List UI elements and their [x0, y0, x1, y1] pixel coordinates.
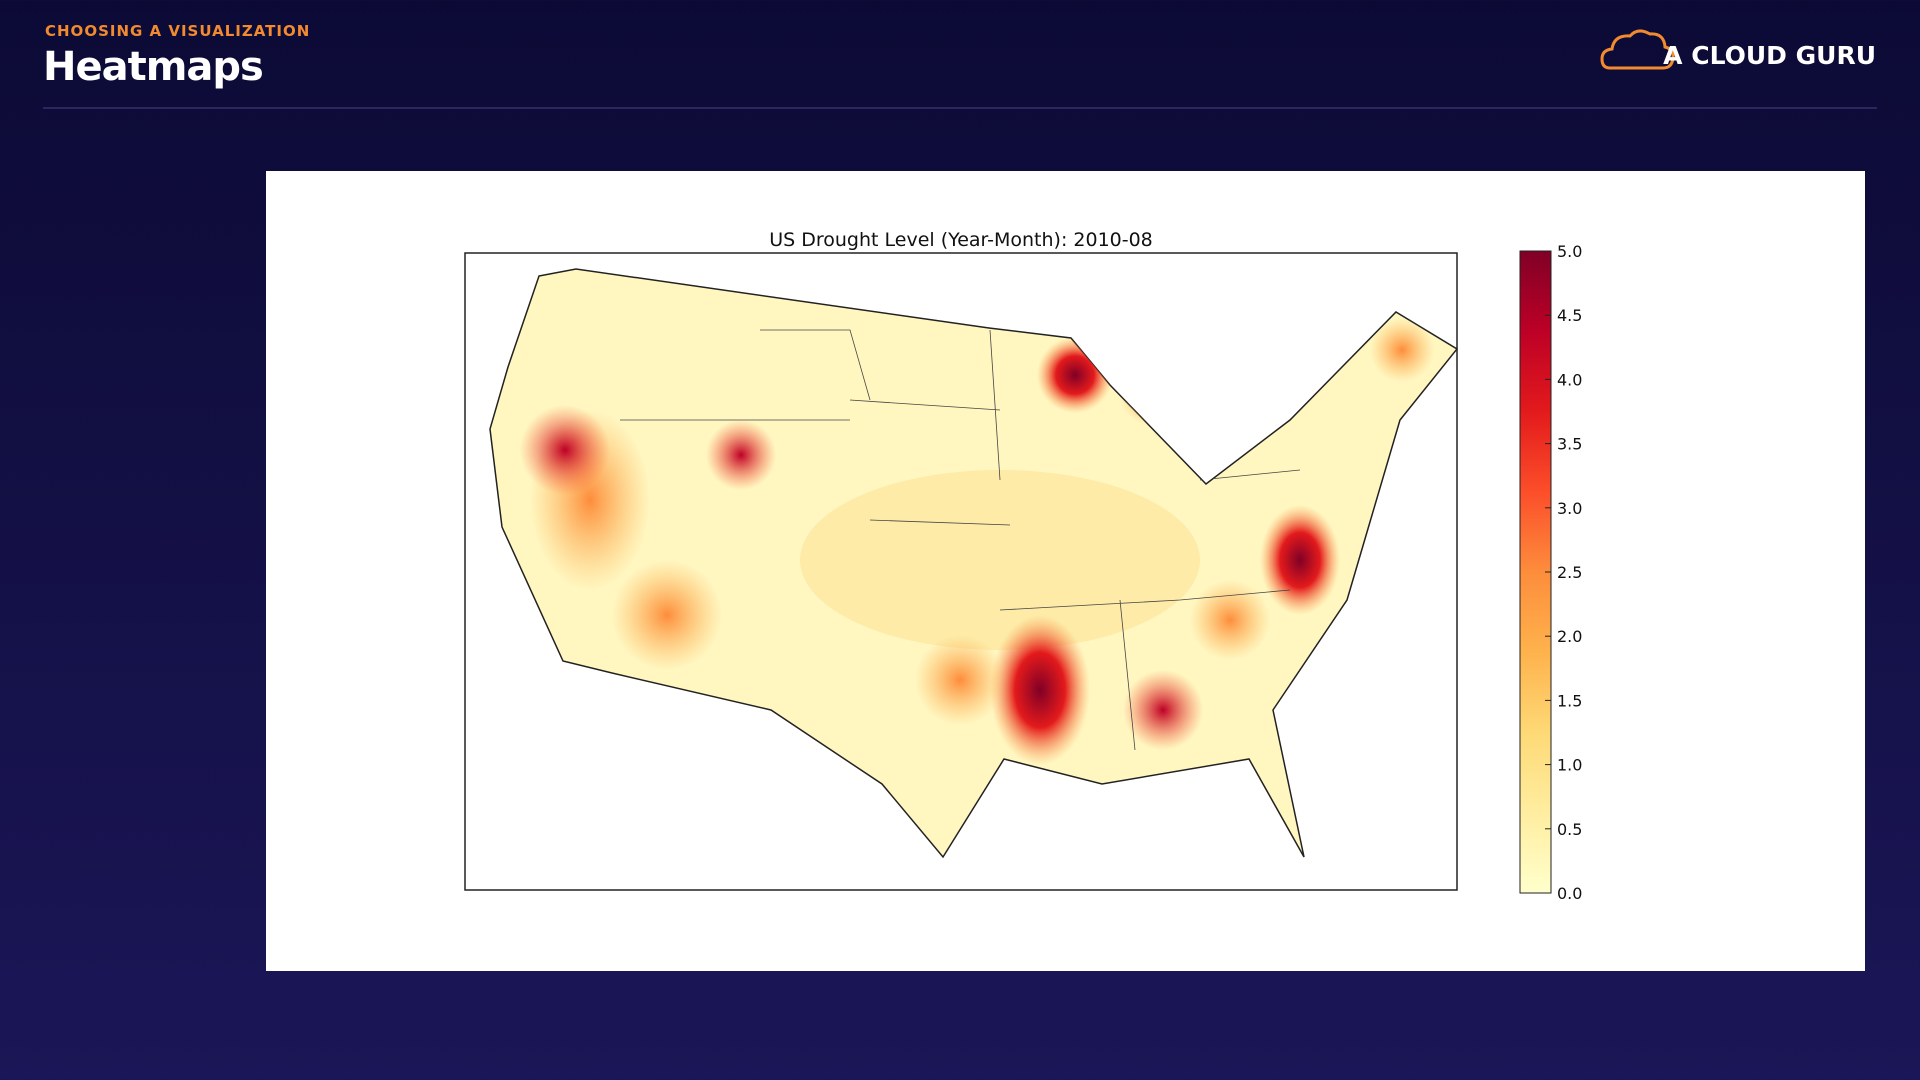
heat-blob	[612, 560, 722, 670]
eyebrow: CHOOSING A VISUALIZATION	[45, 22, 310, 40]
colorbar-tick-label: 0.0	[1557, 884, 1582, 903]
logo-text: A CLOUD GURU	[1663, 41, 1876, 70]
heat-blob	[520, 405, 610, 495]
colorbar-tick-label: 3.0	[1557, 499, 1582, 518]
slide-title: Heatmaps	[43, 44, 263, 90]
heat-blob	[1370, 318, 1434, 382]
colorbar-ticks: 0.0 0.5 1.0 1.5 2.0 2.5 3.0 3.5 4.0 4.5 5.0	[1545, 242, 1582, 903]
colorbar-tick-label: 3.5	[1557, 435, 1582, 454]
heat-blob	[1123, 670, 1203, 750]
map-frame	[464, 252, 1458, 891]
colorbar-tick-label: 1.0	[1557, 756, 1582, 775]
heat-blobs	[520, 318, 1434, 765]
logo: A CLOUD GURU	[1600, 29, 1876, 70]
colorbar-tick-label: 4.0	[1557, 370, 1582, 389]
heat-blob	[915, 635, 1005, 725]
figure-title: US Drought Level (Year-Month): 2010-08	[769, 229, 1153, 251]
state-lines	[620, 329, 1301, 751]
colorbar-tick-label: 0.5	[1557, 820, 1582, 839]
colorbar-tick-label: 1.5	[1557, 691, 1582, 710]
colorbar-tick-label: 5.0	[1557, 242, 1582, 261]
heat-blob	[706, 420, 776, 490]
logo-icon	[1600, 29, 1675, 70]
colorbar-tick-label: 4.5	[1557, 306, 1582, 325]
colorbar-tick-label: 2.0	[1557, 627, 1582, 646]
heat-blob	[990, 615, 1090, 765]
heat-blob	[1260, 505, 1340, 615]
colorbar-tick-label: 2.5	[1557, 563, 1582, 582]
heat-blob	[800, 470, 1200, 650]
heat-blob	[1190, 580, 1270, 660]
map	[464, 252, 1459, 891]
